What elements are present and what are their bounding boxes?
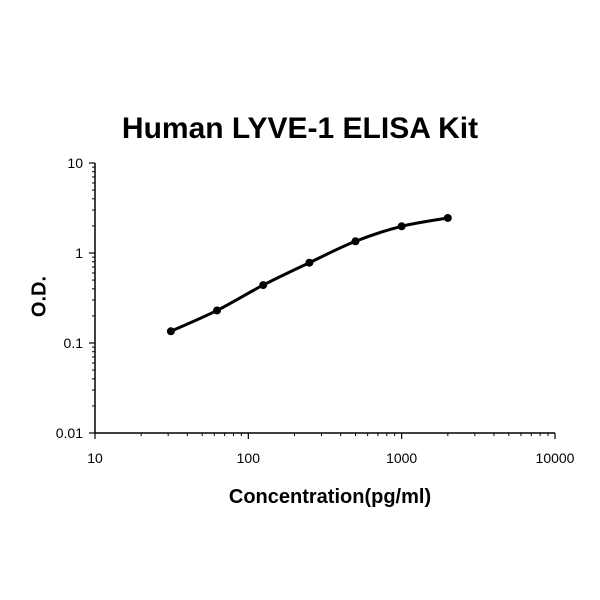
- y-tick-label: 0.1: [64, 335, 84, 351]
- ticks: [89, 162, 556, 439]
- data-point: [213, 306, 222, 315]
- y-tick-label: 10: [67, 155, 83, 171]
- data-point: [443, 213, 452, 222]
- chart-title: Human LYVE-1 ELISA Kit: [121, 112, 479, 145]
- data-point: [166, 327, 175, 336]
- data-point: [351, 237, 360, 246]
- data-point: [305, 258, 314, 267]
- tick-labels: 0.01 0.1 1 10 10 100 1000 10000: [56, 155, 575, 466]
- x-tick-label: 1000: [386, 450, 417, 466]
- y-tick-label: 0.01: [56, 425, 83, 441]
- x-axis-title: Concentration(pg/ml): [228, 486, 432, 508]
- y-axis-title: O.D.: [28, 275, 51, 318]
- data-point: [397, 222, 406, 231]
- axes: [94, 163, 555, 434]
- y-tick-label: 1: [75, 245, 83, 261]
- x-tick-label: 100: [237, 450, 261, 466]
- data-point: [259, 281, 268, 290]
- x-tick-label: 10000: [536, 450, 575, 466]
- series-line: [169, 216, 450, 333]
- series: [166, 213, 452, 336]
- x-tick-label: 10: [87, 450, 103, 466]
